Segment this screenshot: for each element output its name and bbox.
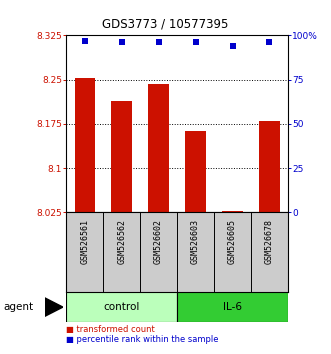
Bar: [148, 84, 169, 212]
Text: GSM526602: GSM526602: [154, 219, 163, 264]
Text: GSM526605: GSM526605: [228, 219, 237, 264]
Text: GSM526561: GSM526561: [80, 219, 89, 264]
Polygon shape: [45, 298, 63, 316]
Text: GDS3773 / 10577395: GDS3773 / 10577395: [102, 18, 229, 31]
Point: [230, 43, 235, 49]
Text: IL-6: IL-6: [223, 302, 242, 312]
Text: control: control: [104, 302, 140, 312]
Bar: [177, 292, 288, 322]
Point: [119, 40, 124, 45]
Text: GSM526603: GSM526603: [191, 219, 200, 264]
Bar: [259, 121, 280, 212]
Text: GSM526678: GSM526678: [265, 219, 274, 264]
Text: GSM526562: GSM526562: [117, 219, 126, 264]
Bar: [185, 131, 206, 212]
Point: [267, 40, 272, 45]
Point: [156, 40, 161, 45]
Bar: [222, 211, 243, 212]
Bar: [74, 78, 95, 212]
Bar: [112, 102, 132, 212]
Point: [82, 38, 87, 44]
Text: ■ transformed count: ■ transformed count: [66, 325, 155, 334]
Text: agent: agent: [3, 302, 33, 312]
Bar: [66, 292, 177, 322]
Text: ■ percentile rank within the sample: ■ percentile rank within the sample: [66, 335, 219, 344]
Point: [193, 40, 198, 45]
